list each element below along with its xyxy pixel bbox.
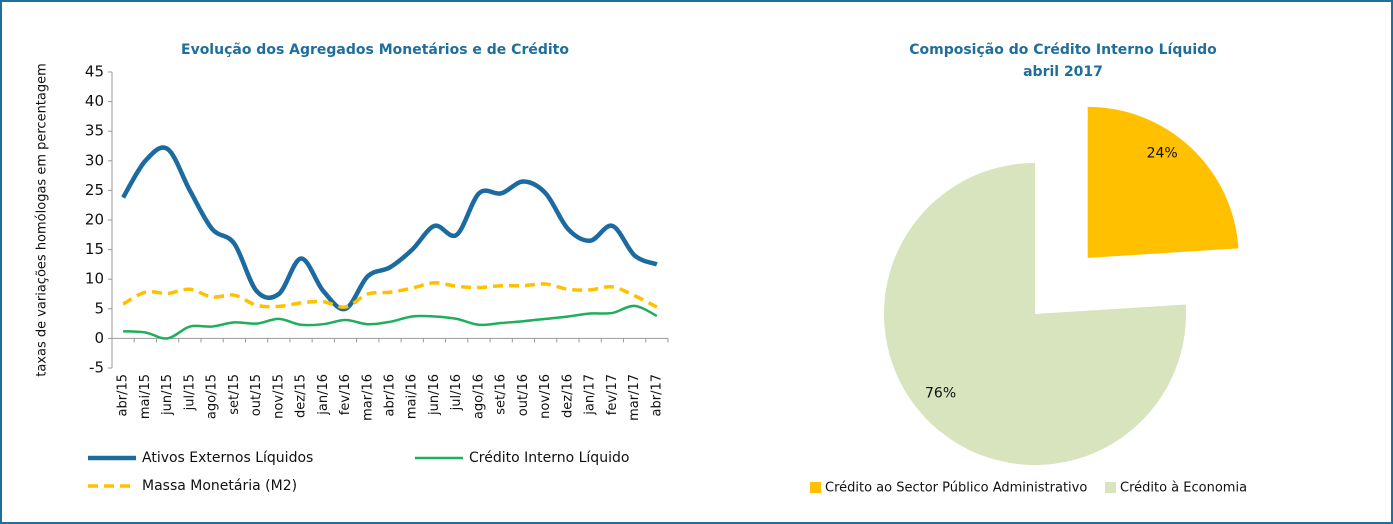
x-tick-label: jan/16 — [316, 374, 331, 416]
x-tick-label: out/15 — [249, 374, 264, 416]
x-tick-label: abr/16 — [383, 374, 398, 417]
y-tick-label: 40 — [85, 92, 104, 110]
x-tick-label: jul/16 — [449, 374, 464, 411]
y-tick-label: 35 — [85, 122, 104, 140]
legend-label: Massa Monetária (M2) — [142, 478, 297, 494]
legend-swatch — [1105, 482, 1116, 493]
y-tick-label: -5 — [89, 359, 104, 377]
legend-label: Crédito Interno Líquido — [469, 450, 629, 466]
x-tick-label: nov/16 — [538, 374, 553, 419]
y-tick-label: 0 — [94, 329, 104, 347]
pie-slice — [1087, 106, 1239, 258]
x-tick-label: jun/15 — [160, 374, 175, 416]
y-tick-label: 20 — [85, 211, 104, 229]
x-tick-label: mar/16 — [360, 374, 375, 421]
x-tick-label: fev/16 — [338, 374, 353, 415]
y-tick-label: 45 — [85, 63, 104, 81]
x-tick-label: out/16 — [516, 374, 531, 416]
y-tick-label: 5 — [94, 299, 104, 317]
x-tick-label: ago/15 — [205, 374, 220, 419]
y-tick-label: 30 — [85, 151, 104, 169]
x-tick-label: fev/17 — [605, 374, 620, 415]
x-tick-label: dez/15 — [294, 374, 309, 418]
data-label: 76% — [925, 385, 956, 401]
pie-slice — [884, 163, 1187, 465]
x-tick-label: mai/15 — [138, 374, 153, 419]
chart-title: Composição do Crédito Interno Líquido — [909, 42, 1217, 58]
x-tick-label: abr/17 — [649, 374, 664, 417]
legend-label: Ativos Externos Líquidos — [142, 450, 313, 466]
x-tick-label: set/15 — [227, 374, 242, 415]
x-tick-label: set/16 — [494, 374, 509, 415]
x-tick-label: ago/16 — [471, 374, 486, 419]
legend-label: Crédito ao Sector Público Administrativo — [825, 481, 1087, 496]
y-axis-label: taxas de variações homólogas em percenta… — [35, 63, 50, 377]
legend-label: Crédito à Economia — [1120, 481, 1247, 496]
x-tick-label: jun/16 — [427, 374, 442, 416]
y-tick-label: 10 — [85, 270, 104, 288]
data-label: 24% — [1147, 146, 1178, 162]
y-tick-label: 25 — [85, 181, 104, 199]
series-line — [123, 304, 658, 340]
x-tick-label: mar/17 — [627, 374, 642, 421]
x-tick-label: abr/15 — [116, 374, 131, 417]
y-tick-label: 15 — [85, 240, 104, 258]
series-line — [121, 145, 658, 312]
x-tick-label: nov/15 — [271, 374, 286, 419]
series-line — [122, 281, 658, 309]
x-tick-label: mai/16 — [405, 374, 420, 419]
chart-subtitle: abril 2017 — [1023, 64, 1103, 80]
x-tick-label: dez/16 — [560, 374, 575, 418]
x-tick-label: jan/17 — [583, 374, 598, 416]
x-tick-label: jul/15 — [182, 374, 197, 411]
chart-title: Evolução dos Agregados Monetários e de C… — [181, 42, 569, 58]
legend-swatch — [810, 482, 821, 493]
